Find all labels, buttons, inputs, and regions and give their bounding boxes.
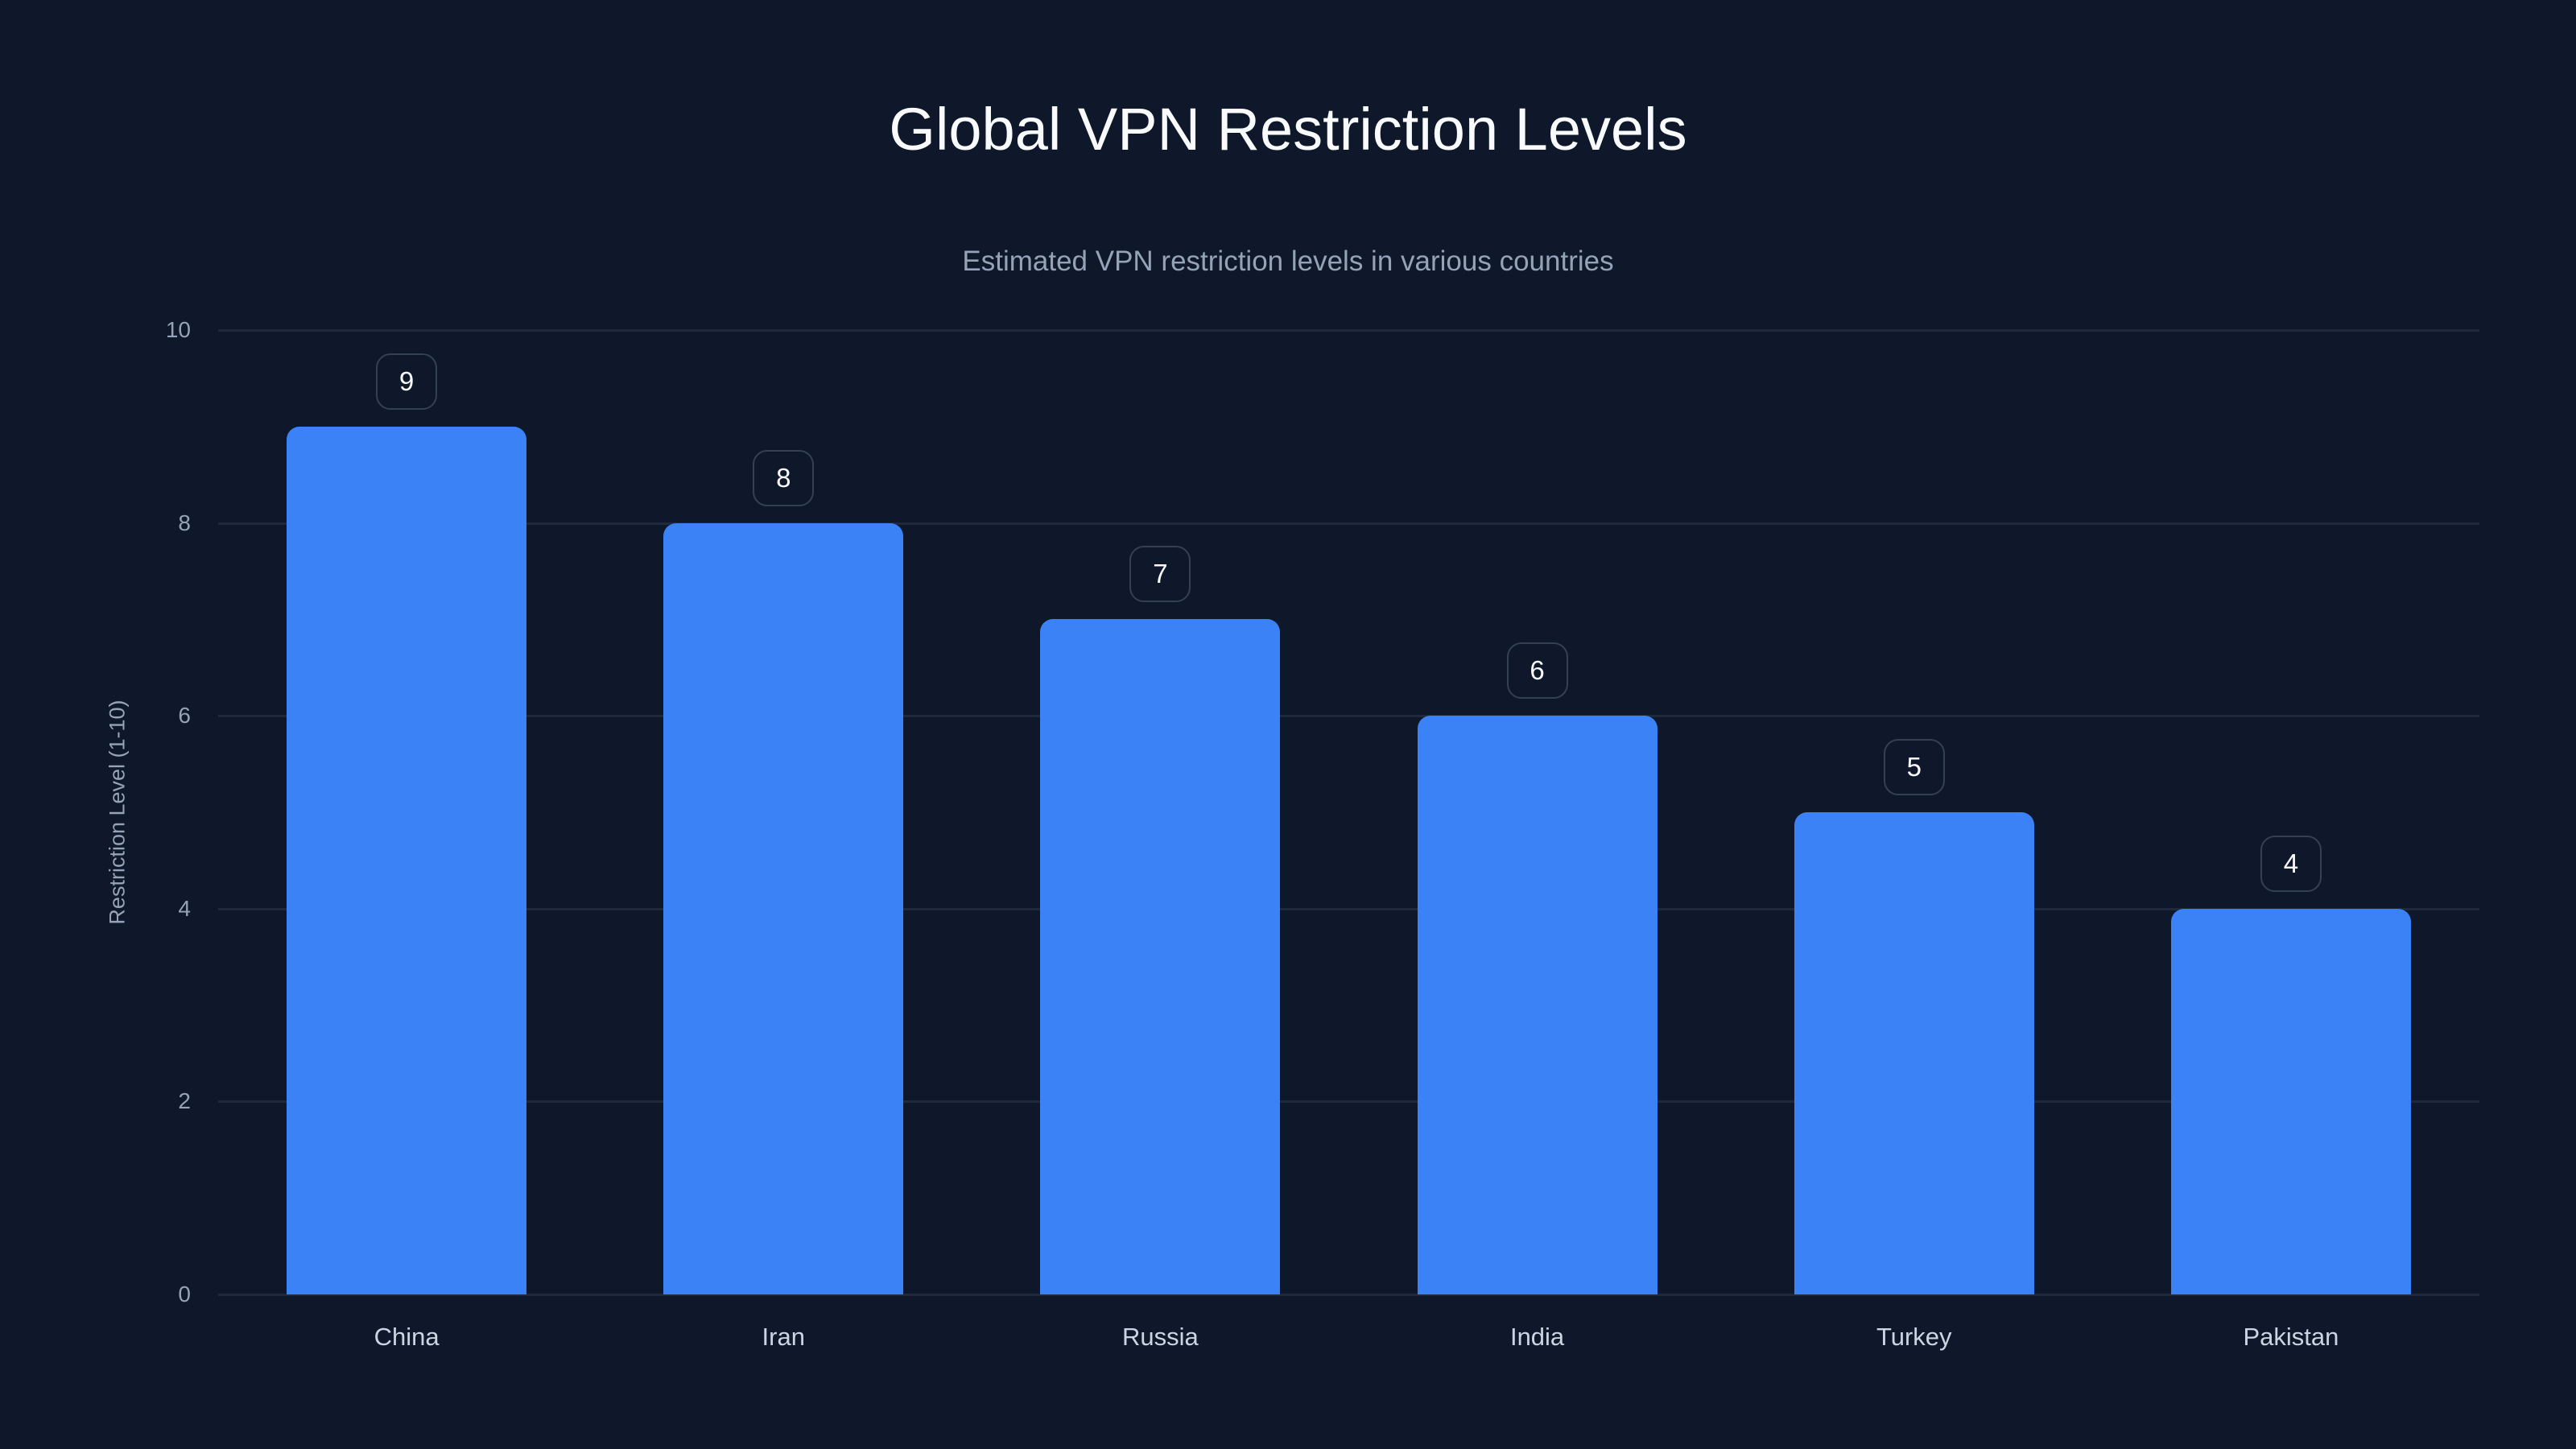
- value-label: 5: [1883, 739, 1945, 795]
- chart-subtitle: Estimated VPN restriction levels in vari…: [962, 246, 1614, 277]
- value-label: 7: [1129, 546, 1191, 603]
- y-tick-label: 10: [165, 317, 191, 342]
- chart-title: Global VPN Restriction Levels: [889, 96, 1687, 163]
- x-tick-label: China: [374, 1323, 440, 1351]
- bar-turkey[interactable]: [1794, 812, 2034, 1294]
- y-tick-label: 8: [178, 510, 191, 535]
- bar-india[interactable]: [1417, 716, 1657, 1294]
- value-label: 4: [2260, 835, 2322, 892]
- bar-pakistan[interactable]: [2170, 908, 2411, 1294]
- x-tick-label: Russia: [1122, 1323, 1199, 1351]
- bar-iran[interactable]: [663, 522, 904, 1294]
- bar-russia[interactable]: [1040, 619, 1281, 1294]
- value-label: 9: [376, 353, 438, 410]
- gridline: [218, 1100, 2479, 1104]
- gridline: [218, 1294, 2479, 1296]
- x-tick-label: India: [1509, 1323, 1565, 1351]
- y-tick-label: 4: [178, 895, 191, 921]
- gridline: [218, 329, 2479, 332]
- value-label: 6: [1506, 642, 1568, 700]
- plot-area: 9 8 7 6 5 4: [218, 329, 2479, 1296]
- y-tick-label: 6: [178, 703, 191, 729]
- x-tick-label: Pakistan: [2243, 1323, 2339, 1351]
- gridline: [218, 522, 2479, 525]
- y-axis-label: Restriction Level (1-10): [105, 700, 130, 925]
- gridline: [218, 715, 2479, 718]
- value-label: 8: [753, 449, 815, 506]
- y-tick-label: 0: [178, 1282, 191, 1307]
- bar-china[interactable]: [287, 426, 527, 1294]
- y-tick-label: 2: [178, 1088, 191, 1114]
- x-tick-label: Iran: [762, 1323, 805, 1351]
- gridline: [218, 907, 2479, 910]
- x-tick-label: Turkey: [1876, 1323, 1952, 1351]
